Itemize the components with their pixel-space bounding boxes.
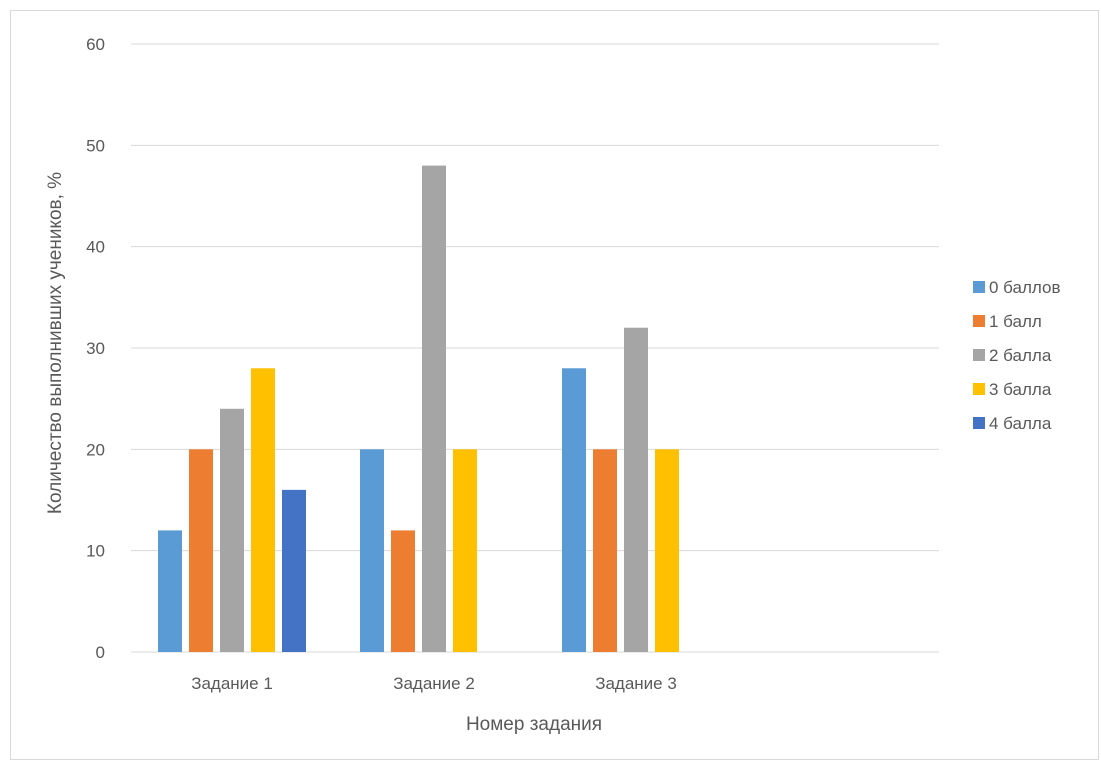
- bar-0-2: [562, 368, 586, 652]
- legend-label: 3 балла: [989, 380, 1052, 399]
- y-tick-label: 50: [86, 136, 105, 155]
- bar-2-1: [422, 165, 446, 652]
- x-tick-label: Задание 3: [595, 674, 677, 693]
- x-tick-label: Задание 1: [191, 674, 273, 693]
- legend-swatch: [973, 383, 985, 395]
- legend: 0 баллов 1 балл 2 балла 3 балла 4 балла: [973, 278, 1061, 433]
- legend-label: 0 баллов: [989, 278, 1061, 297]
- x-axis-title: Номер задания: [466, 714, 602, 735]
- y-tick-label: 20: [86, 440, 105, 459]
- bar-3-0: [251, 368, 275, 652]
- y-tick-label: 40: [86, 238, 105, 257]
- legend-swatch: [973, 315, 985, 327]
- bar-4-0: [282, 489, 306, 652]
- x-tick-labels: Задание 1 Задание 2 Задание 3: [191, 674, 677, 693]
- y-tick-label: 60: [86, 35, 105, 54]
- bar-1-1: [391, 530, 415, 652]
- bar-3-2: [655, 449, 679, 652]
- legend-label: 4 балла: [989, 414, 1052, 433]
- y-tick-label: 10: [86, 542, 105, 561]
- x-tick-label: Задание 2: [393, 674, 475, 693]
- y-tick-label: 30: [86, 339, 105, 358]
- y-axis-title: Количество выполнивших учеников, %: [45, 172, 66, 514]
- bar-3-1: [453, 449, 477, 652]
- bars: [158, 165, 679, 652]
- bar-0-1: [360, 449, 384, 652]
- bar-0-0: [158, 530, 182, 652]
- legend-swatch: [973, 281, 985, 293]
- chart-frame: 0 10 20 30 40 50 60 Задание 1 Задание 2 Задание …: [10, 10, 1099, 760]
- legend-label: 1 балл: [989, 312, 1042, 331]
- legend-swatch: [973, 417, 985, 429]
- bar-1-0: [189, 449, 213, 652]
- y-tick-label: 0: [96, 643, 105, 662]
- legend-label: 2 балла: [989, 346, 1052, 365]
- bar-2-2: [624, 327, 648, 652]
- bar-2-0: [220, 408, 244, 652]
- bar-1-2: [593, 449, 617, 652]
- legend-swatch: [973, 349, 985, 361]
- y-tick-labels: 0 10 20 30 40 50 60: [86, 35, 105, 662]
